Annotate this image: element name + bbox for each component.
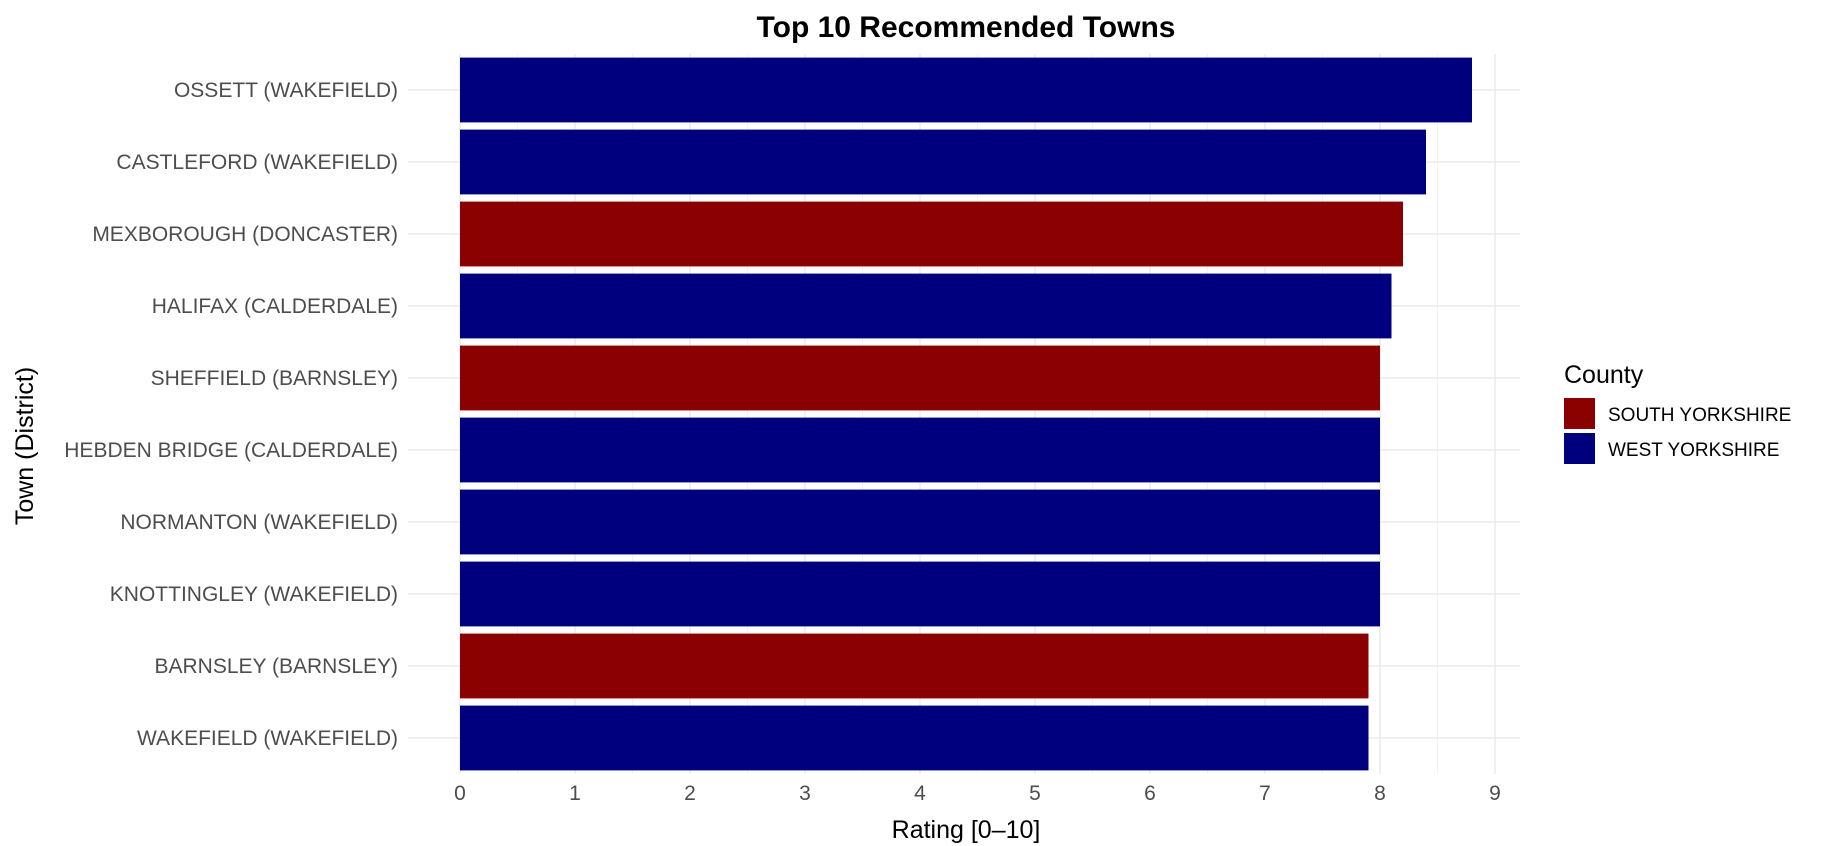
- y-tick-label: SHEFFIELD (BARNSLEY): [151, 367, 398, 390]
- y-tick-label: BARNSLEY (BARNSLEY): [154, 655, 398, 678]
- chart-title: Top 10 Recommended Towns: [757, 11, 1176, 44]
- y-tick-label: KNOTTINGLEY (WAKEFIELD): [110, 583, 398, 606]
- y-tick-label: NORMANTON (WAKEFIELD): [120, 511, 398, 534]
- x-tick-label: 0: [454, 782, 466, 805]
- bar: [460, 345, 1380, 411]
- x-tick-label: 2: [684, 782, 696, 805]
- x-tick-label: 4: [914, 782, 926, 805]
- y-tick-label: MEXBOROUGH (DONCASTER): [92, 223, 398, 246]
- legend-swatch: [1564, 398, 1595, 429]
- bar: [460, 489, 1380, 555]
- legend-label: SOUTH YORKSHIRE: [1608, 405, 1791, 426]
- y-tick-label: HALIFAX (CALDERDALE): [152, 295, 398, 318]
- legend-swatch: [1564, 433, 1595, 464]
- legend: County SOUTH YORKSHIRE WEST YORKSHIRE: [1564, 361, 1791, 464]
- x-tick-label: 6: [1144, 782, 1156, 805]
- x-tick-labels: 0 1 2 3 4 5 6 7 8 9: [454, 782, 1501, 805]
- bar: [460, 129, 1426, 195]
- x-tick-label: 7: [1259, 782, 1271, 805]
- x-tick-label: 3: [799, 782, 811, 805]
- bar: [460, 705, 1369, 771]
- y-tick-label: OSSETT (WAKEFIELD): [174, 79, 398, 102]
- legend-label: WEST YORKSHIRE: [1608, 440, 1779, 461]
- bar: [460, 417, 1380, 483]
- x-axis-title: Rating [0–10]: [892, 816, 1041, 844]
- bar: [460, 57, 1472, 123]
- y-tick-labels: OSSETT (WAKEFIELD) CASTLEFORD (WAKEFIELD)…: [64, 79, 398, 750]
- bar: [460, 633, 1369, 699]
- x-tick-label: 8: [1374, 782, 1386, 805]
- x-tick-label: 9: [1489, 782, 1501, 805]
- x-tick-label: 5: [1029, 782, 1041, 805]
- bar: [460, 273, 1392, 339]
- bar: [460, 201, 1403, 267]
- y-tick-label: HEBDEN BRIDGE (CALDERDALE): [64, 439, 398, 462]
- legend-title: County: [1564, 361, 1644, 389]
- bars: [460, 57, 1472, 771]
- bar: [460, 561, 1380, 627]
- y-tick-label: CASTLEFORD (WAKEFIELD): [116, 151, 398, 174]
- y-axis-title: Town (District): [11, 367, 39, 525]
- x-tick-label: 1: [569, 782, 581, 805]
- y-tick-label: WAKEFIELD (WAKEFIELD): [137, 727, 398, 750]
